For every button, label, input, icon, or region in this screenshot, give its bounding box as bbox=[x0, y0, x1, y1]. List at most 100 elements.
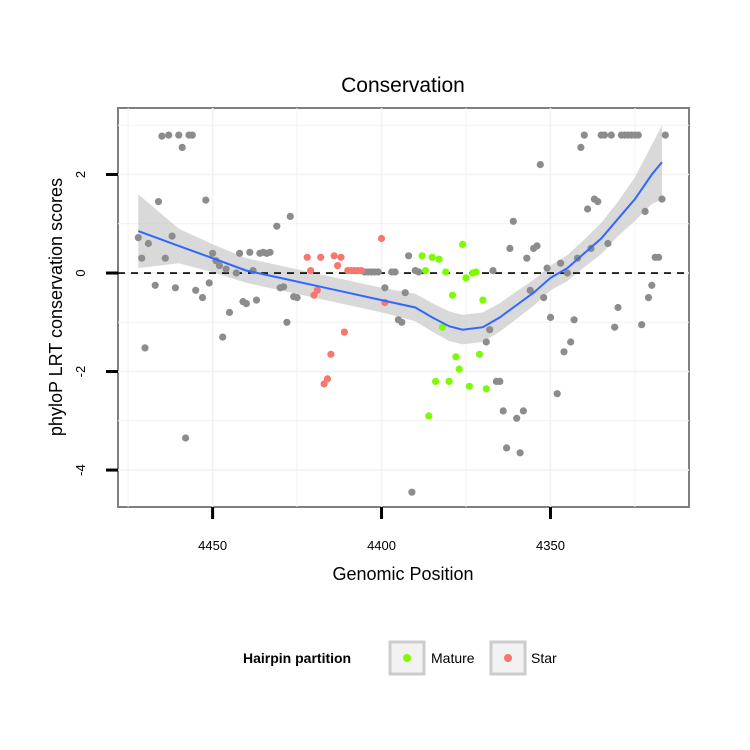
data-point-other bbox=[567, 338, 575, 346]
data-point-other bbox=[526, 286, 534, 294]
data-point-mature bbox=[421, 267, 430, 275]
data-point-other bbox=[273, 222, 281, 230]
data-point-other bbox=[607, 131, 615, 139]
data-point-other bbox=[519, 407, 528, 415]
data-point-mature bbox=[448, 291, 457, 299]
data-point-other bbox=[381, 284, 389, 292]
data-point-star bbox=[323, 375, 332, 383]
data-point-other bbox=[523, 254, 531, 262]
data-point-star bbox=[330, 252, 338, 260]
y-tick-label: -4 bbox=[73, 464, 88, 476]
data-point-other bbox=[536, 161, 544, 169]
data-point-mature bbox=[432, 377, 440, 385]
data-point-other bbox=[584, 205, 592, 213]
data-point-other bbox=[553, 390, 561, 398]
legend: Hairpin partition Mature Star bbox=[243, 640, 557, 676]
data-point-mature bbox=[475, 350, 484, 358]
data-point-other bbox=[252, 296, 261, 304]
data-point-other bbox=[165, 131, 173, 139]
data-point-other bbox=[489, 267, 497, 275]
data-point-other bbox=[280, 283, 288, 291]
data-point-other bbox=[283, 318, 291, 326]
data-point-other bbox=[641, 207, 649, 215]
data-point-other bbox=[192, 286, 200, 294]
data-point-other bbox=[188, 131, 196, 139]
data-point-other bbox=[533, 242, 541, 250]
data-point-mature bbox=[435, 255, 443, 263]
x-tick-label: 4400 bbox=[367, 538, 396, 553]
data-point-mature bbox=[428, 253, 436, 261]
data-point-mature bbox=[452, 353, 460, 361]
data-point-other bbox=[219, 333, 227, 341]
data-point-other bbox=[215, 262, 223, 270]
data-point-other bbox=[611, 323, 619, 331]
data-point-star bbox=[340, 328, 348, 336]
data-point-mature bbox=[462, 274, 470, 282]
data-point-other bbox=[374, 268, 382, 276]
data-point-other bbox=[614, 303, 622, 312]
data-point-star bbox=[337, 253, 345, 261]
data-point-other bbox=[577, 143, 585, 151]
data-point-other bbox=[198, 294, 207, 302]
data-point-mature bbox=[445, 377, 453, 385]
data-point-other bbox=[499, 407, 507, 415]
y-tick-label: 0 bbox=[73, 269, 88, 276]
data-point-star bbox=[303, 253, 311, 261]
data-point-other bbox=[144, 239, 152, 248]
data-point-other bbox=[209, 249, 217, 257]
data-point-other bbox=[570, 316, 578, 324]
data-point-other bbox=[246, 248, 254, 256]
legend-dot-star bbox=[504, 654, 512, 662]
legend-dot-mature bbox=[403, 654, 411, 662]
data-point-other bbox=[141, 344, 149, 352]
data-point-other bbox=[158, 132, 166, 140]
data-point-mature bbox=[442, 268, 450, 276]
data-point-other bbox=[266, 248, 274, 256]
data-point-mature bbox=[465, 382, 473, 390]
data-point-other bbox=[658, 195, 666, 203]
series-mature bbox=[418, 240, 490, 420]
data-point-mature bbox=[459, 240, 467, 248]
data-points bbox=[134, 131, 669, 496]
x-tick-label: 4350 bbox=[536, 538, 565, 553]
data-point-mature bbox=[425, 412, 433, 420]
data-point-other bbox=[482, 338, 490, 346]
data-point-other bbox=[401, 289, 409, 297]
data-point-other bbox=[154, 198, 163, 206]
data-point-other bbox=[222, 265, 230, 273]
data-point-other bbox=[398, 318, 406, 326]
data-point-other bbox=[232, 269, 240, 277]
data-point-other bbox=[634, 131, 642, 139]
data-point-other bbox=[580, 131, 588, 139]
data-point-other bbox=[168, 232, 176, 240]
smooth-line bbox=[137, 161, 663, 331]
data-point-other bbox=[540, 294, 548, 302]
axes: 4450 4400 4350 -4 -2 0 2 bbox=[73, 171, 565, 553]
data-point-other bbox=[506, 244, 514, 252]
data-point-other bbox=[546, 313, 555, 321]
legend-label-star: Star bbox=[531, 650, 557, 666]
y-tick-label: 2 bbox=[73, 171, 88, 178]
data-point-other bbox=[560, 348, 568, 356]
y-tick-label: -2 bbox=[73, 366, 88, 378]
data-point-other bbox=[138, 254, 146, 262]
data-point-other bbox=[600, 131, 609, 139]
data-point-other bbox=[509, 217, 517, 225]
data-point-other bbox=[638, 321, 646, 329]
data-point-other bbox=[486, 326, 494, 334]
data-point-star bbox=[357, 267, 365, 275]
data-point-other bbox=[543, 264, 551, 272]
data-point-other bbox=[415, 268, 423, 276]
data-point-other bbox=[171, 284, 179, 292]
data-point-other bbox=[557, 259, 565, 267]
data-point-other bbox=[563, 269, 572, 277]
data-point-other bbox=[175, 131, 183, 139]
data-point-other bbox=[236, 249, 244, 257]
data-point-other bbox=[182, 434, 190, 442]
data-point-other bbox=[178, 143, 186, 151]
x-tick-label: 4450 bbox=[198, 538, 227, 553]
data-point-star bbox=[334, 262, 342, 270]
data-point-other bbox=[503, 444, 511, 452]
data-point-mature bbox=[455, 365, 463, 373]
data-point-star bbox=[317, 253, 325, 261]
